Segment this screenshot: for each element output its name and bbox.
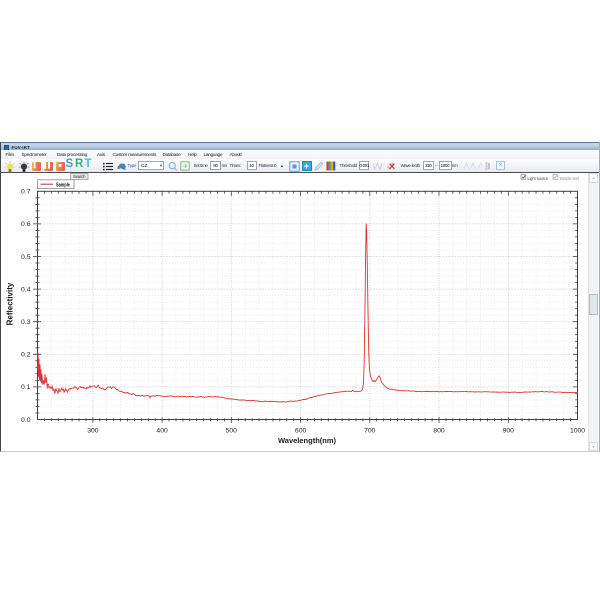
svg-text:500: 500: [226, 428, 238, 435]
svg-text:Reflectivity: Reflectivity: [6, 282, 15, 325]
svg-text:400: 400: [156, 428, 168, 435]
svg-text:0.5: 0.5: [21, 254, 31, 261]
svg-text:700: 700: [364, 428, 376, 435]
svg-text:0.4: 0.4: [21, 286, 31, 293]
svg-text:Light source: Light source: [528, 176, 549, 181]
svg-text:300: 300: [87, 428, 99, 435]
svg-text:0.2: 0.2: [21, 352, 31, 359]
svg-text:0.6: 0.6: [21, 221, 31, 228]
svg-text:0.7: 0.7: [21, 189, 31, 196]
svg-text:900: 900: [503, 428, 515, 435]
svg-text:Search: Search: [73, 174, 86, 179]
svg-text:1000: 1000: [570, 428, 585, 435]
svg-text:800: 800: [433, 428, 445, 435]
svg-text:Wavelength(nm): Wavelength(nm): [278, 436, 337, 445]
svg-text:0.0: 0.0: [21, 417, 31, 424]
svg-text:0.3: 0.3: [21, 319, 31, 326]
svg-text:Sample: Sample: [56, 182, 70, 188]
svg-text:Simple test: Simple test: [560, 176, 580, 181]
svg-text:600: 600: [295, 428, 307, 435]
svg-text:0.1: 0.1: [21, 384, 31, 391]
